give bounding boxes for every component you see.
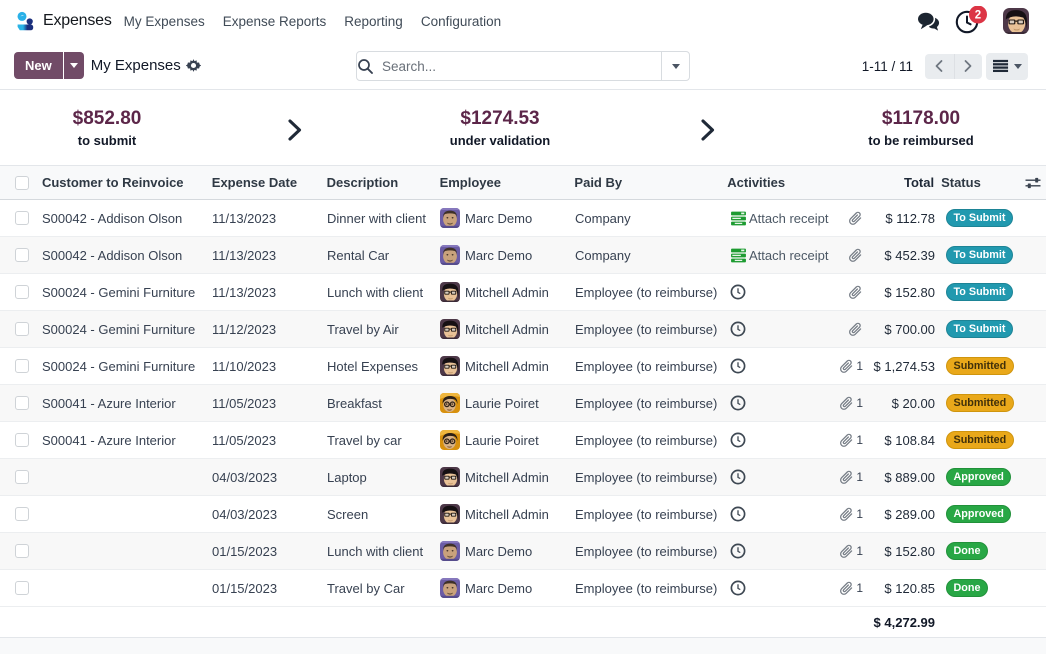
svg-text:2: 2: [975, 9, 981, 21]
